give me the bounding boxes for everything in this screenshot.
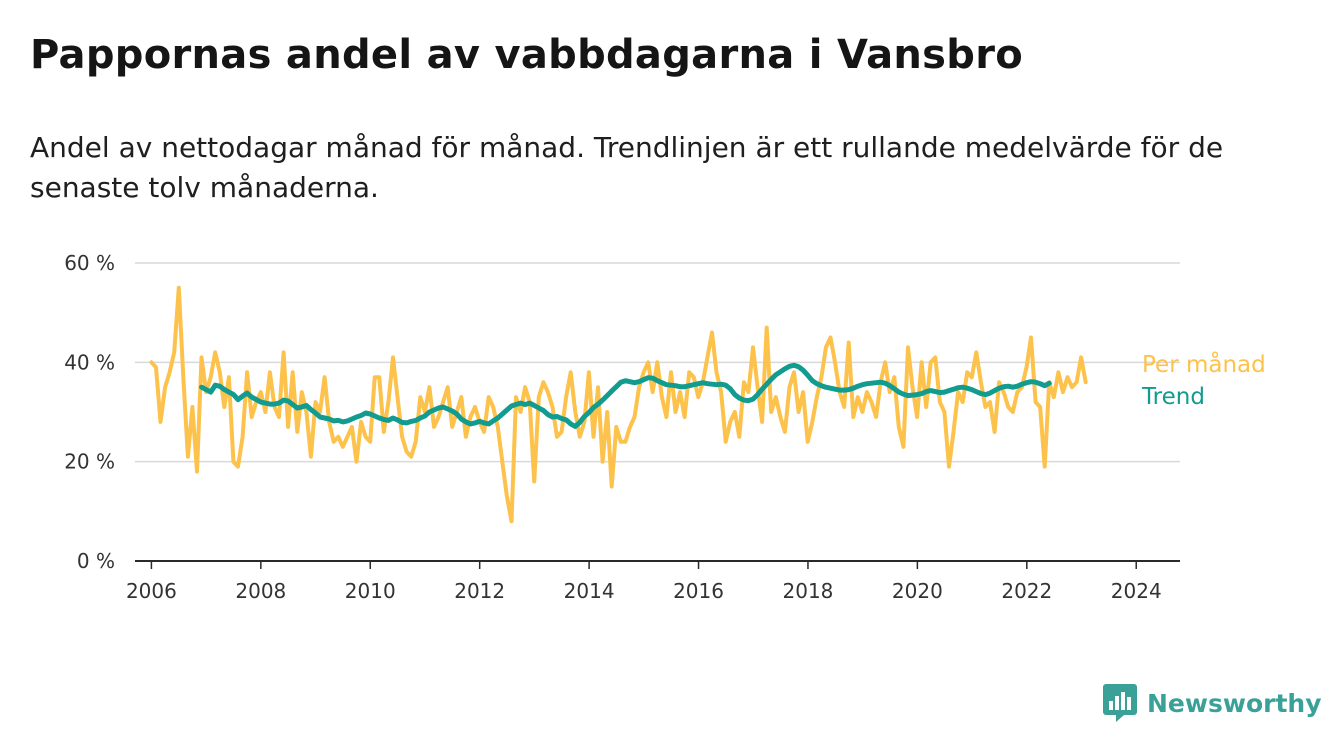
y-axis-tick-labels: 0 % 20 % 40 % 60 % <box>64 251 115 573</box>
legend-label: Per månad <box>1142 350 1266 378</box>
series-lines <box>149 285 1088 524</box>
x-tick-label: 2016 <box>673 579 724 603</box>
y-tick-label: 40 % <box>64 350 115 374</box>
page-subtitle: Andel av nettodagar månad för månad. Tre… <box>30 131 1224 204</box>
x-axis-tick-labels: 2006 2008 2010 2012 2014 2016 2018 2020 2022 2024 <box>126 579 1162 603</box>
newsworthy-logo-icon <box>1103 684 1137 722</box>
brand-name: Newsworthy <box>1147 688 1322 718</box>
x-tick-label: 2010 <box>345 579 396 603</box>
y-tick-label: 20 % <box>64 450 115 474</box>
x-tick-label: 2006 <box>126 579 177 603</box>
y-tick-label: 60 % <box>64 251 115 275</box>
series-line-trend <box>199 362 1052 429</box>
legend-label: Trend <box>1141 384 1205 410</box>
x-axis-ticks <box>150 561 1137 569</box>
x-tick-label: 2020 <box>892 579 943 603</box>
x-tick-label: 2008 <box>235 579 286 603</box>
page-title: Pappornas andel av vabbdagarna i Vansbro <box>30 32 1023 78</box>
x-tick-label: 2014 <box>564 579 615 603</box>
y-tick-label: 0 % <box>77 549 115 573</box>
x-tick-label: 2012 <box>454 579 505 603</box>
x-tick-label: 2022 <box>1001 579 1052 603</box>
x-tick-label: 2024 <box>1111 579 1162 603</box>
x-tick-label: 2018 <box>783 579 834 603</box>
series-line-per-manad <box>149 285 1088 524</box>
legend: Per månad Trend <box>1141 350 1266 410</box>
brand-logo: Newsworthy <box>1103 684 1322 722</box>
